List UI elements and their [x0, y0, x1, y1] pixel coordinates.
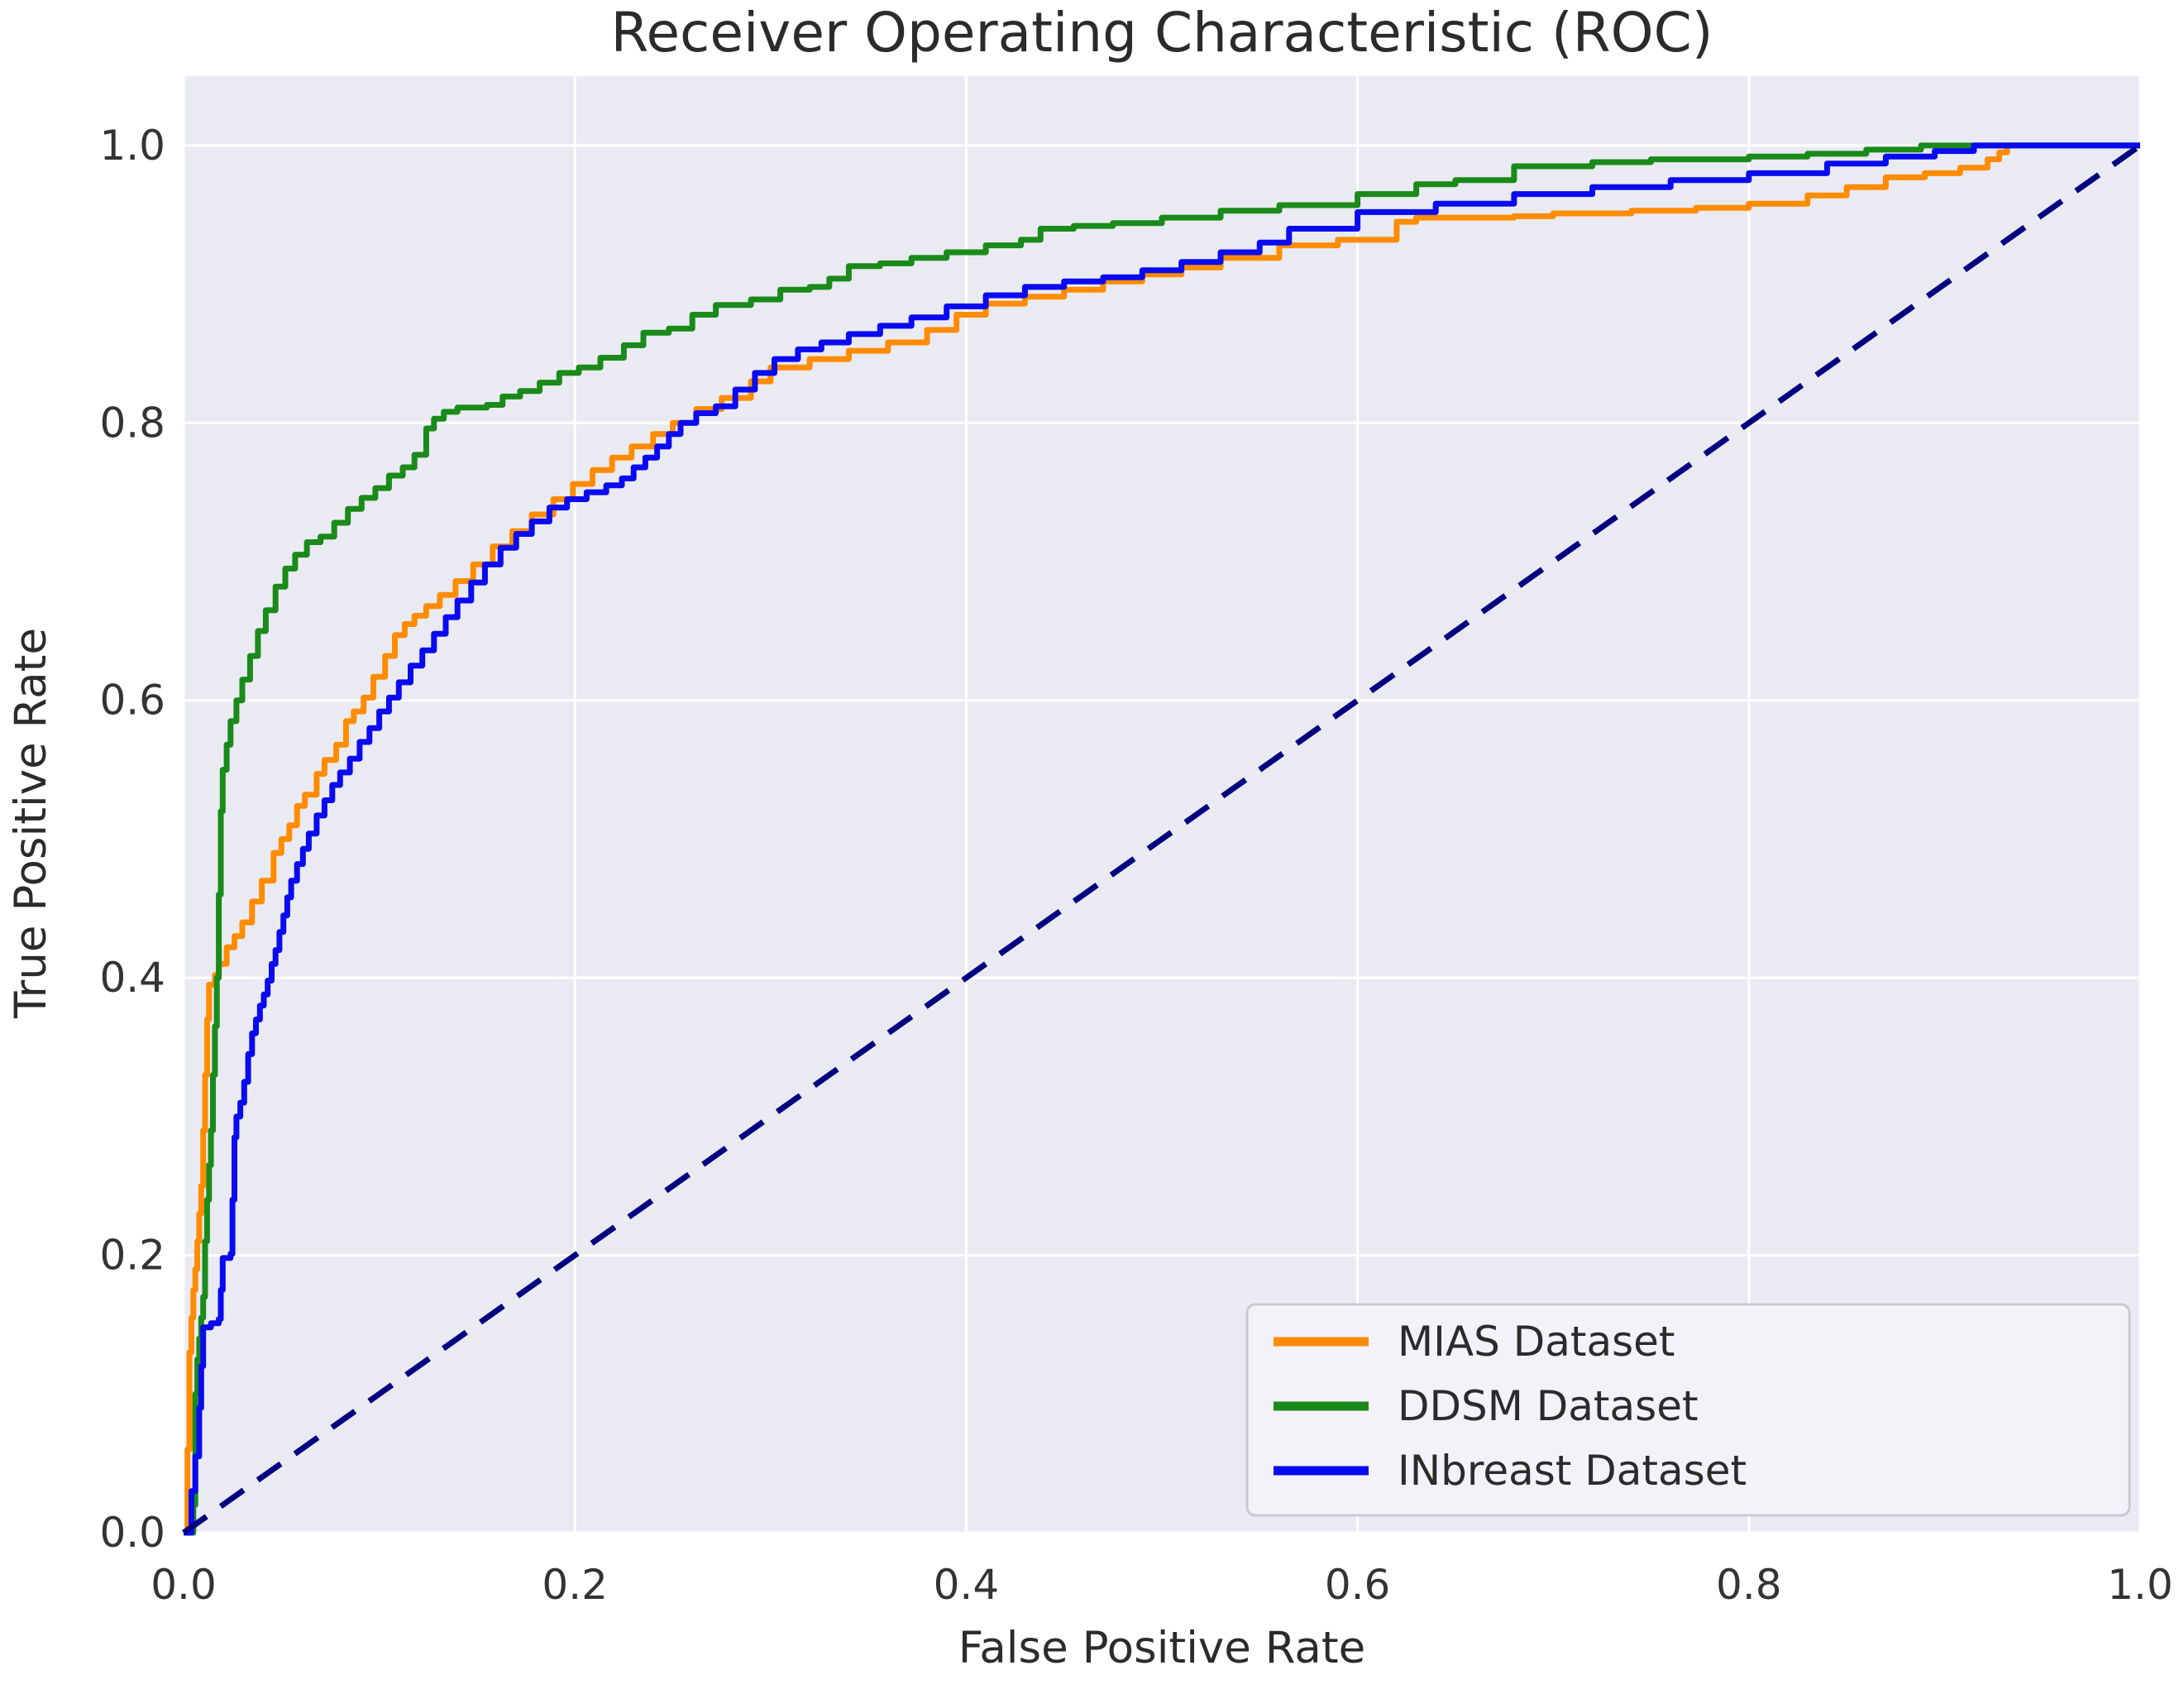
y-tick-label: 0.0 — [99, 1509, 165, 1557]
y-tick-label: 0.6 — [99, 677, 165, 725]
curve-ddsm-dataset — [184, 142, 2140, 1536]
y-tick-label: 0.8 — [99, 399, 165, 447]
gridlines — [182, 76, 2142, 1534]
y-axis-label: True Positive Rate — [6, 628, 56, 1019]
chart-title: Receiver Operating Characteristic (ROC) — [611, 1, 1713, 65]
legend-label-mias-dataset: MIAS Dataset — [1398, 1318, 1675, 1366]
x-tick-label: 0.4 — [934, 1561, 1000, 1609]
x-axis-label: False Positive Rate — [958, 1623, 1366, 1673]
y-tick-label: 0.2 — [99, 1232, 165, 1280]
x-tick-label: 0.0 — [151, 1561, 217, 1609]
roc-curves — [181, 142, 2143, 1536]
legend: MIAS Dataset DDSM Dataset INbreast Dataset — [1245, 1303, 2131, 1517]
x-tick-label: 0.2 — [542, 1561, 608, 1609]
y-tick-label: 1.0 — [99, 122, 165, 170]
curve-chance-diagonal — [181, 143, 2143, 1535]
legend-label-ddsm-dataset: DDSM Dataset — [1398, 1382, 1699, 1430]
x-tick-label: 1.0 — [2107, 1561, 2173, 1609]
curve-inbreast-dataset — [184, 142, 2140, 1536]
y-tick-label: 0.4 — [99, 954, 165, 1002]
legend-label-inbreast-dataset: INbreast Dataset — [1398, 1447, 1747, 1495]
plot-area-background — [184, 76, 2140, 1533]
x-tick-label: 0.8 — [1716, 1561, 1782, 1609]
x-axis-tick-labels: 0.0 0.2 0.4 0.6 0.8 1.0 — [151, 1561, 2173, 1609]
y-axis-tick-labels: 0.0 0.2 0.4 0.6 0.8 1.0 — [99, 122, 165, 1557]
x-tick-label: 0.6 — [1325, 1561, 1391, 1609]
legend-box — [1245, 1303, 2131, 1517]
